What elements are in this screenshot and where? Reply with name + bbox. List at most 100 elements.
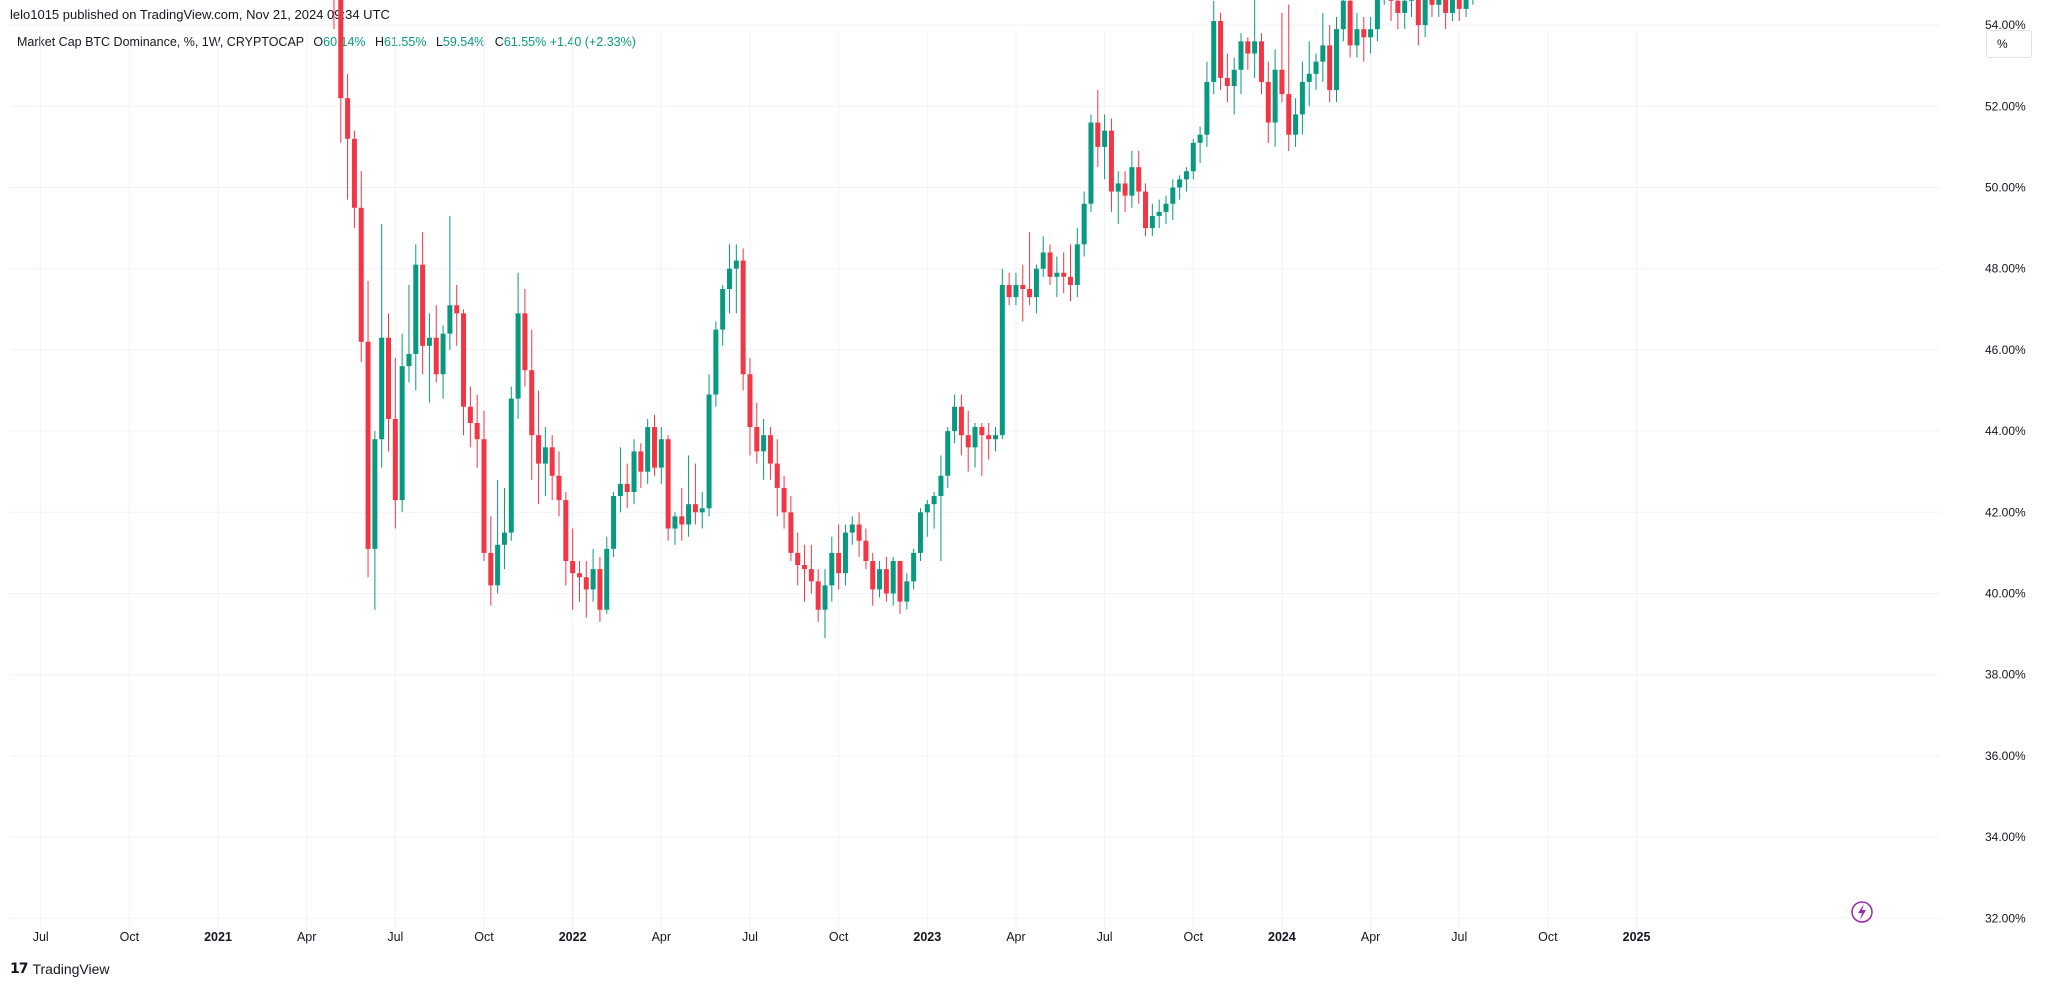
candle bbox=[699, 492, 705, 529]
candle bbox=[1368, 16, 1374, 54]
y-tick-label: 42.00% bbox=[1985, 505, 2026, 519]
candle-body bbox=[1033, 268, 1039, 298]
candle-body bbox=[965, 435, 971, 448]
candle bbox=[549, 435, 555, 501]
candle bbox=[1054, 256, 1060, 298]
candle-body bbox=[474, 422, 480, 440]
candle-body bbox=[1170, 187, 1176, 204]
candle-body bbox=[958, 406, 964, 436]
candle bbox=[1313, 53, 1319, 91]
candle bbox=[563, 492, 569, 586]
candle-body bbox=[1354, 29, 1360, 46]
candle-body bbox=[1272, 69, 1278, 123]
candle bbox=[1402, 0, 1408, 30]
candle-body bbox=[1409, 0, 1415, 1]
candle bbox=[645, 418, 651, 484]
candle bbox=[1272, 49, 1278, 147]
candle bbox=[1068, 244, 1074, 302]
candle bbox=[440, 325, 446, 399]
candle bbox=[1149, 203, 1155, 237]
candle-body bbox=[645, 427, 651, 472]
candle-body bbox=[911, 552, 917, 582]
candle-body bbox=[624, 483, 630, 492]
candle bbox=[1122, 171, 1128, 212]
symbol-legend: Market Cap BTC Dominance, %, 1W, CRYPTOC… bbox=[17, 35, 636, 49]
candle-body bbox=[413, 264, 419, 354]
candle-body bbox=[1422, 0, 1428, 26]
candle bbox=[802, 544, 808, 602]
candle-body bbox=[1156, 211, 1162, 216]
candle-body bbox=[1054, 272, 1060, 277]
candle bbox=[911, 548, 917, 590]
candle bbox=[808, 544, 814, 594]
candle-body bbox=[399, 366, 405, 501]
candle-body bbox=[1183, 171, 1189, 180]
candle-body bbox=[1197, 134, 1203, 143]
candle-body bbox=[781, 487, 787, 513]
candle bbox=[576, 561, 582, 602]
candle-body bbox=[1327, 45, 1333, 91]
candle-body bbox=[1061, 272, 1067, 277]
candle-body bbox=[1129, 167, 1135, 196]
candle bbox=[583, 561, 589, 618]
candle-body bbox=[495, 544, 501, 586]
candle bbox=[1218, 12, 1224, 91]
candle-body bbox=[1245, 41, 1251, 54]
candle-body bbox=[767, 435, 773, 464]
candle bbox=[1238, 33, 1244, 95]
candle-body bbox=[1081, 203, 1087, 245]
y-tick-label: 50.00% bbox=[1985, 181, 2026, 195]
candle bbox=[338, 0, 344, 143]
tradingview-brand[interactable]: 𝟭𝟳 TradingView bbox=[10, 960, 110, 977]
candle bbox=[863, 528, 869, 570]
candle-body bbox=[1136, 167, 1142, 192]
brand-name: TradingView bbox=[32, 960, 110, 977]
y-tick-label: 38.00% bbox=[1985, 668, 2026, 682]
candle bbox=[590, 548, 596, 602]
candle-body bbox=[842, 532, 848, 574]
x-tick-label: Oct bbox=[829, 930, 849, 944]
lightning-icon[interactable] bbox=[1851, 901, 1873, 923]
candle-body bbox=[392, 418, 398, 501]
y-tick-label: 32.00% bbox=[1985, 911, 2026, 925]
candle bbox=[1388, 0, 1394, 22]
candle bbox=[1286, 4, 1292, 151]
percent-scale-button[interactable]: % bbox=[1986, 30, 2032, 58]
x-tick-label: Apr bbox=[652, 930, 671, 944]
candle bbox=[1231, 57, 1237, 115]
candle-body bbox=[924, 504, 930, 513]
candle-body bbox=[829, 552, 835, 586]
candle bbox=[1102, 114, 1108, 180]
candle bbox=[495, 479, 501, 594]
candle bbox=[1361, 16, 1367, 62]
candle bbox=[631, 439, 637, 505]
candle-body bbox=[338, 0, 344, 99]
candle-body bbox=[1265, 81, 1271, 123]
candle-body bbox=[420, 264, 426, 346]
candle bbox=[1299, 61, 1305, 135]
candle bbox=[829, 536, 835, 602]
candle-body bbox=[761, 435, 767, 452]
x-tick-label: Oct bbox=[1538, 930, 1558, 944]
candle-body bbox=[1224, 77, 1230, 86]
symbol-description[interactable]: Market Cap BTC Dominance, %, 1W, CRYPTOC… bbox=[17, 35, 304, 49]
candle-body bbox=[904, 581, 910, 602]
candle bbox=[399, 333, 405, 513]
candle-body bbox=[611, 496, 617, 549]
x-tick-label: Jul bbox=[1451, 930, 1467, 944]
y-tick-label: 48.00% bbox=[1985, 262, 2026, 276]
candle bbox=[488, 516, 494, 606]
candle-body bbox=[638, 451, 644, 472]
candle-body bbox=[1293, 114, 1299, 135]
candle-body bbox=[1211, 21, 1217, 82]
candle bbox=[1320, 12, 1326, 82]
candle bbox=[672, 512, 678, 545]
candle bbox=[1347, 0, 1353, 58]
candle bbox=[931, 492, 937, 529]
candle-body bbox=[658, 439, 664, 468]
candle-body bbox=[808, 569, 814, 582]
candle-body bbox=[440, 333, 446, 375]
candle bbox=[883, 556, 889, 602]
candle-body bbox=[706, 394, 712, 509]
